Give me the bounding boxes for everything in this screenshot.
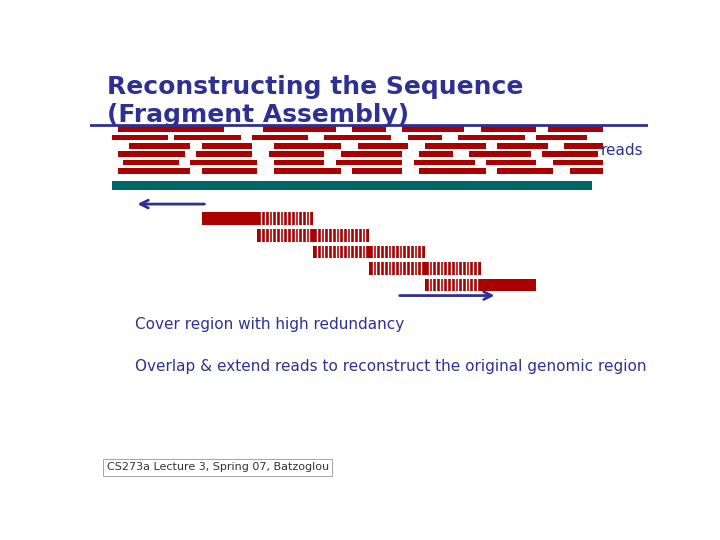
Bar	[469, 151, 531, 157]
Bar	[352, 168, 402, 174]
Bar	[425, 143, 486, 149]
Bar	[274, 168, 341, 174]
Bar	[324, 134, 392, 140]
Bar	[553, 160, 603, 165]
Bar	[202, 212, 313, 225]
Bar	[481, 126, 536, 132]
Bar	[269, 151, 324, 157]
Bar	[252, 134, 307, 140]
Text: Cover region with high redundancy: Cover region with high redundancy	[135, 317, 404, 332]
Bar	[174, 134, 240, 140]
Bar	[124, 160, 179, 165]
Bar	[358, 143, 408, 149]
Bar	[408, 134, 441, 140]
Bar	[118, 126, 185, 132]
Bar	[419, 168, 486, 174]
Bar	[263, 126, 336, 132]
Bar	[369, 262, 481, 275]
Bar	[564, 143, 603, 149]
Bar	[547, 126, 603, 132]
Text: reads: reads	[600, 143, 643, 158]
Bar	[486, 160, 536, 165]
Bar	[274, 143, 341, 149]
Bar	[129, 143, 190, 149]
Bar	[190, 160, 258, 165]
Bar	[336, 160, 402, 165]
Bar	[419, 151, 453, 157]
Bar	[402, 126, 464, 132]
Bar	[459, 134, 526, 140]
Bar	[542, 151, 598, 157]
Bar	[498, 143, 547, 149]
Bar	[258, 229, 369, 241]
Bar	[112, 134, 168, 140]
Bar	[536, 134, 587, 140]
Bar	[413, 160, 475, 165]
Bar	[570, 168, 603, 174]
Bar	[202, 143, 252, 149]
Text: Reconstructing the Sequence
(Fragment Assembly): Reconstructing the Sequence (Fragment As…	[107, 75, 523, 127]
Bar	[313, 246, 425, 258]
Text: Overlap & extend reads to reconstruct the original genomic region: Overlap & extend reads to reconstruct th…	[135, 359, 646, 374]
Bar	[196, 151, 252, 157]
Bar	[118, 151, 185, 157]
Bar	[274, 160, 324, 165]
Bar	[352, 126, 386, 132]
Bar	[498, 168, 553, 174]
Bar	[118, 168, 190, 174]
Bar	[425, 279, 536, 292]
Bar	[185, 126, 224, 132]
Bar	[341, 151, 402, 157]
Bar	[202, 168, 258, 174]
Bar	[112, 181, 593, 190]
Text: CS273a Lecture 3, Spring 07, Batzoglou: CS273a Lecture 3, Spring 07, Batzoglou	[107, 462, 329, 472]
